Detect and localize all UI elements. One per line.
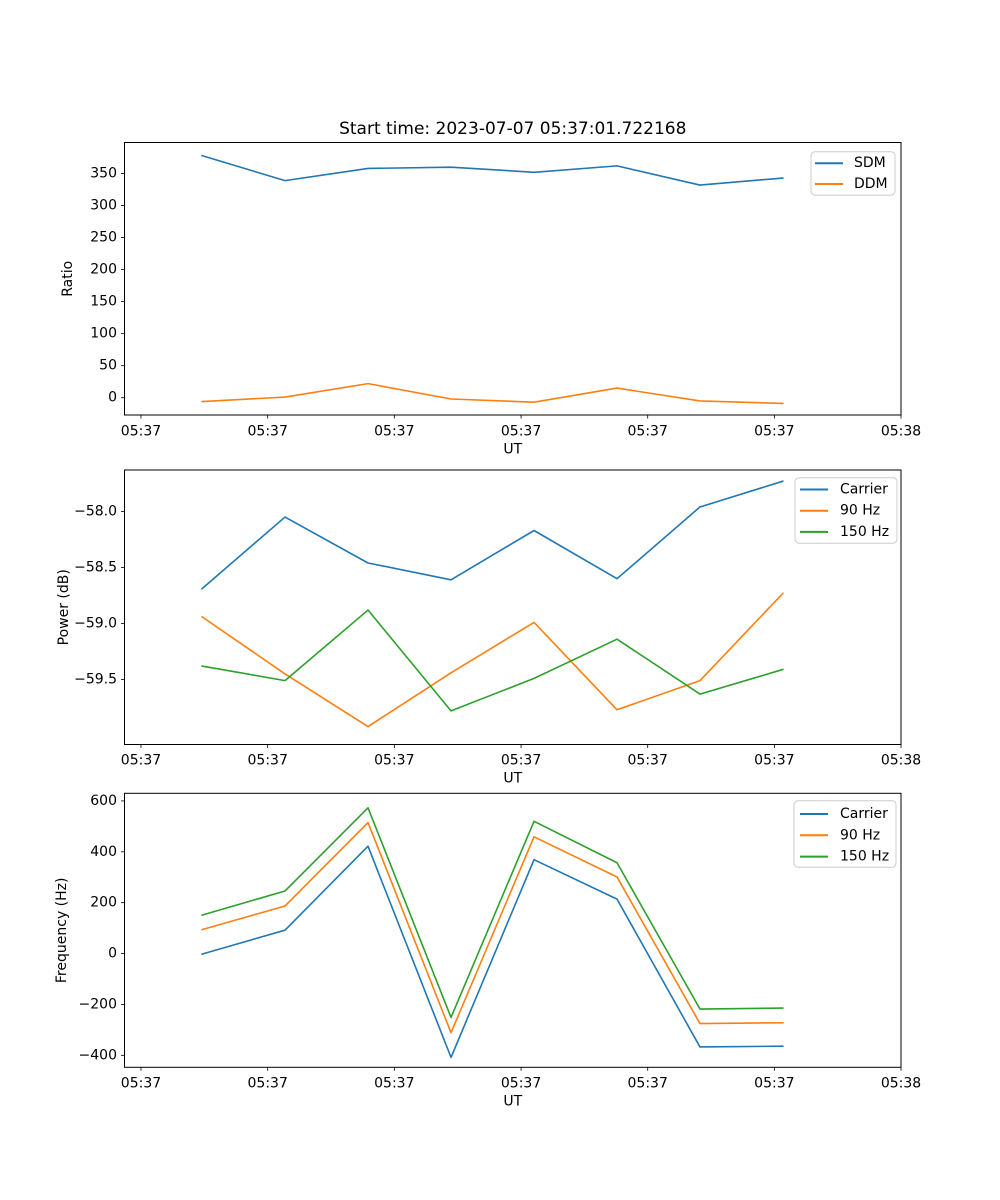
series-line-90-hz	[201, 592, 784, 728]
series-line-sdm	[201, 154, 784, 186]
subplot-3: 05:37 05:37 05:37 05:37 05:37 05:37 05:38 600 40…	[54, 792, 921, 1110]
x-tick-label: 05:37	[628, 753, 668, 769]
series-line-90-hz	[201, 821, 784, 1034]
x-axis-label: UT	[503, 442, 522, 458]
y-tick-label: 100	[90, 326, 117, 342]
x-tick-label: 05:38	[881, 753, 921, 769]
y-tick-label: 0	[108, 946, 117, 962]
x-tick-label: 05:37	[248, 1076, 288, 1092]
x-tick-label: 05:37	[121, 424, 161, 440]
x-tick-label: 05:37	[754, 1076, 794, 1092]
x-tick-label: 05:37	[501, 1076, 541, 1092]
legend-box	[793, 800, 897, 868]
y-tick-label: 350	[90, 166, 117, 182]
x-tick-label: 05:37	[628, 1076, 668, 1092]
x-tick-label: 05:37	[121, 753, 161, 769]
series-line-ddm	[201, 382, 784, 405]
x-tick-label: 05:37	[248, 753, 288, 769]
x-tick-label: 05:37	[248, 424, 288, 440]
y-axis-label: Frequency (Hz)	[54, 878, 70, 984]
legend-label-150-hz: 150 Hz	[840, 849, 889, 865]
y-tick-label: −58.0	[74, 503, 117, 519]
y-axis-label: Ratio	[60, 261, 76, 297]
x-axis-label: UT	[503, 771, 522, 787]
y-tick-label: 250	[90, 230, 117, 246]
legend-label-ddm: DDM	[854, 176, 888, 192]
x-tick-label: 05:37	[501, 424, 541, 440]
legend-label-90-hz: 90 Hz	[840, 503, 880, 519]
series-line-150-hz	[201, 609, 784, 712]
subplot-1: 05:37 05:37 05:37 05:37 05:37 05:37 05:38 0 50 10…	[60, 142, 921, 458]
y-tick-label: 0	[108, 390, 117, 406]
x-tick-label: 05:37	[501, 753, 541, 769]
x-tick-label: 05:37	[754, 753, 794, 769]
series-line-150-hz	[201, 806, 784, 1019]
y-tick-label: 150	[90, 294, 117, 310]
y-tick-label: 50	[99, 358, 117, 374]
legend-label-90-hz: 90 Hz	[840, 827, 880, 843]
y-tick-label: −400	[79, 1047, 117, 1063]
legend: SDM DDM	[810, 151, 896, 196]
legend-label-150-hz: 150 Hz	[840, 524, 889, 540]
y-tick-label: 200	[90, 895, 117, 911]
axes-spines	[124, 792, 902, 1068]
legend-label-sdm: SDM	[854, 155, 886, 171]
series-line-carrier	[201, 845, 784, 1059]
y-tick-label: −200	[79, 996, 117, 1012]
y-axis-label: Power (dB)	[56, 569, 72, 645]
x-tick-label: 05:37	[374, 753, 414, 769]
legend-label-carrier: Carrier	[840, 806, 888, 822]
axes-spines	[124, 469, 902, 745]
y-tick-label: −59.5	[74, 672, 117, 688]
x-tick-label: 05:37	[374, 424, 414, 440]
figure-title: Start time: 2023-07-07 05:37:01.722168	[339, 119, 687, 139]
legend-box	[794, 477, 898, 544]
y-tick-label: 200	[90, 262, 117, 278]
y-tick-label: −59.0	[74, 615, 117, 631]
x-tick-label: 05:37	[628, 424, 668, 440]
y-tick-label: −58.5	[74, 559, 117, 575]
x-tick-label: 05:38	[881, 424, 921, 440]
x-axis-label: UT	[503, 1094, 522, 1110]
legend-label-carrier: Carrier	[840, 482, 888, 498]
x-tick-label: 05:37	[121, 1076, 161, 1092]
legend: Carrier 90 Hz 150 Hz	[793, 800, 897, 868]
y-tick-label: 400	[90, 844, 117, 860]
x-tick-label: 05:38	[881, 1076, 921, 1092]
x-tick-label: 05:37	[754, 424, 794, 440]
axes-spines	[124, 142, 902, 416]
x-tick-label: 05:37	[374, 1076, 414, 1092]
y-tick-label: 300	[90, 198, 117, 214]
subplot-2: 05:37 05:37 05:37 05:37 05:37 05:37 05:38 −58.0…	[56, 469, 921, 787]
series-line-carrier	[201, 480, 784, 590]
y-tick-label: 600	[90, 793, 117, 809]
legend: Carrier 90 Hz 150 Hz	[794, 477, 898, 544]
